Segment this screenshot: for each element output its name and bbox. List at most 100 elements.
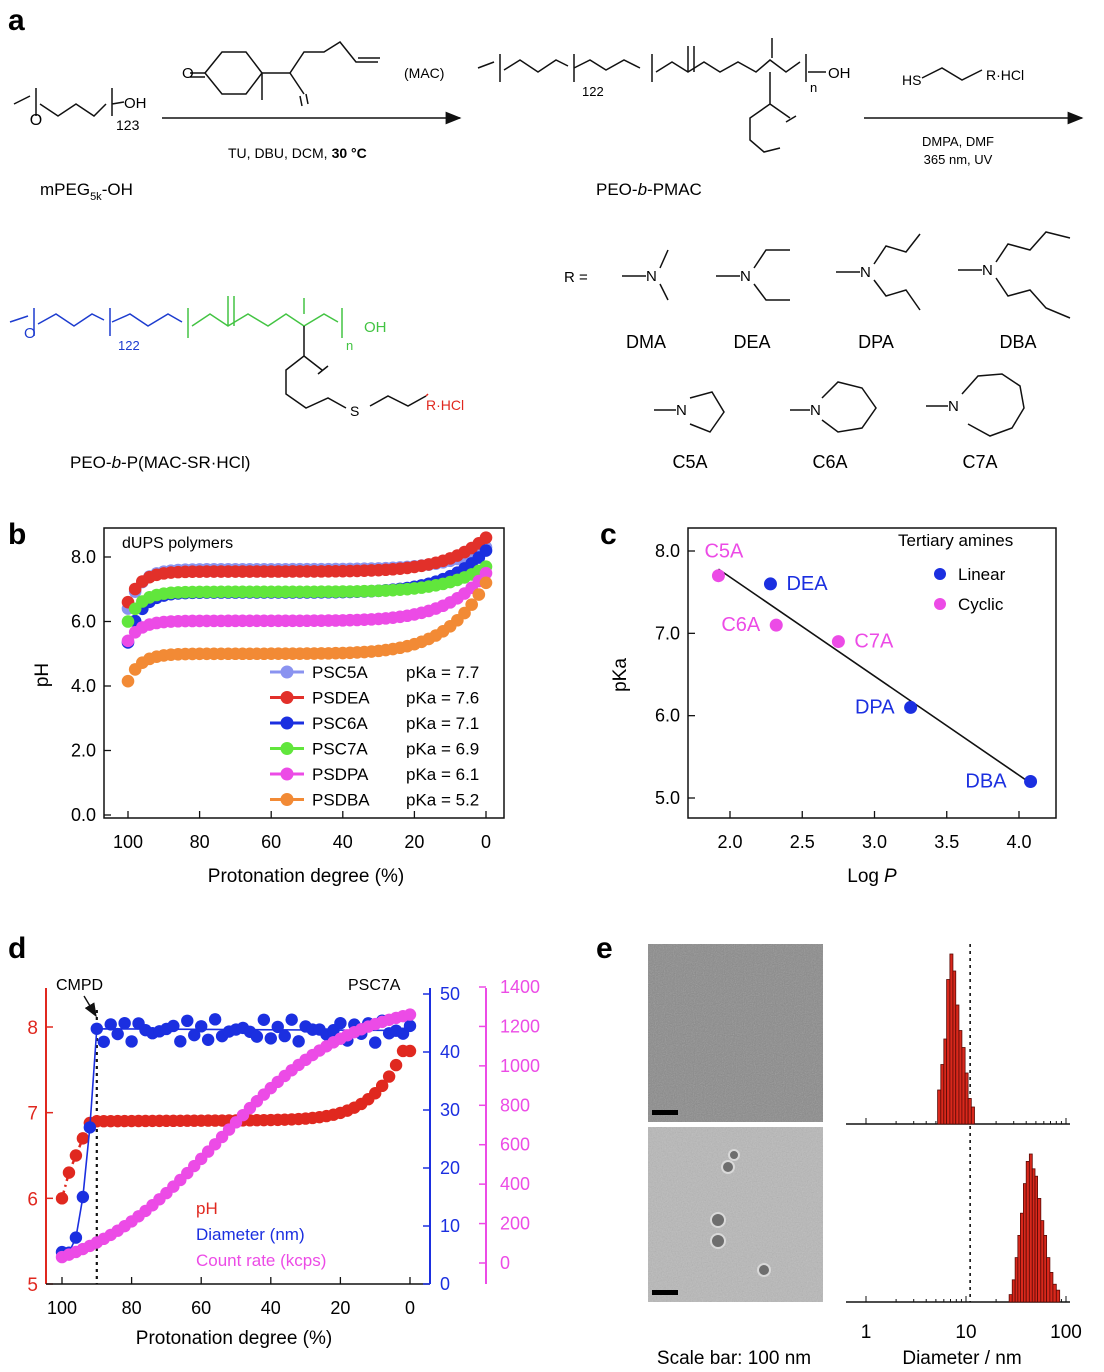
thiol-hs: HS [902, 72, 921, 88]
legend-name-psdba: PSDBA [312, 791, 370, 810]
panel-c-chart: c 2.0 2.5 3.0 3.5 4.05.06.07.08.0 C5ADEAC6AC… [600, 518, 1057, 887]
ph-point [382, 1070, 396, 1083]
point-c5a [711, 569, 725, 583]
mpeg-subscript: 123 [116, 117, 140, 133]
atom-n: N [948, 398, 959, 415]
data-point-psdba [472, 588, 486, 601]
atom-n: N [740, 268, 751, 285]
peo-pmac-structure [477, 38, 826, 153]
histogram-bar [943, 1038, 948, 1125]
panel-b-title: dUPS polymers [122, 535, 233, 552]
ph-tick-label: 8 [27, 1018, 38, 1039]
panel-b-ylabel: pH [32, 663, 53, 687]
diameter-tick-label: 20 [440, 1158, 460, 1178]
legend-pka-psdea: pKa = 7.6 [406, 689, 479, 708]
peo-subscript-2: 122 [118, 338, 140, 353]
x-tick-label: 20 [330, 1298, 350, 1318]
legend-pka-psdba: pKa = 5.2 [406, 791, 479, 810]
legend-pka-psc7a: pKa = 6.9 [406, 740, 479, 759]
ph-point [62, 1166, 76, 1179]
panel-c-points: C5A DEA C6A C7A DPA DBA [704, 541, 1038, 793]
legend-marker-psc7a [280, 742, 294, 755]
panel-c-axes: 2.0 2.5 3.0 3.5 4.0 5.0 6.0 7.0 8.0 [655, 541, 1032, 852]
atom-n: N [810, 402, 821, 419]
point-dba [1024, 775, 1038, 789]
tem-image-top [648, 944, 823, 1122]
oh-green: OH [364, 319, 387, 336]
y-tick-label: 2.0 [71, 741, 96, 761]
point-label-c7a: C7A [854, 631, 894, 653]
amine-labels: DMA DEA DPA DBA C5A C6A C7A [626, 332, 1037, 472]
legend-diameter: Diameter (nm) [196, 1225, 305, 1244]
diameter-point [250, 1030, 264, 1043]
legend-name-psc7a: PSC7A [312, 740, 368, 759]
amine-n-atoms: N N N N N N N [646, 262, 993, 419]
cmpd-label: CMPD [56, 977, 103, 994]
histogram-bar [1046, 1257, 1051, 1303]
diameter-line [61, 1027, 411, 1254]
legend-cyclic-label: Cyclic [958, 595, 1004, 614]
diameter-point [90, 1022, 104, 1035]
histogram-bar [940, 1064, 945, 1125]
panel-c-frame [687, 527, 1057, 819]
atom-n: N [676, 402, 687, 419]
diameter-point [167, 1019, 180, 1033]
diameter-point [104, 1018, 117, 1031]
histogram-bar [1020, 1212, 1024, 1303]
amine-label-c6a: C6A [812, 452, 847, 472]
atom-o: O [30, 112, 42, 129]
diameter-point [174, 1035, 187, 1048]
ph-tick-label: 7 [27, 1104, 38, 1125]
step1-conditions: TU, DBU, DCM, 30 °C [228, 145, 367, 161]
diameter-tick-label: 0 [440, 1274, 450, 1294]
ph-tick-label: 6 [27, 1189, 38, 1210]
diameter-point [97, 1035, 110, 1048]
histogram-bar [1031, 1168, 1036, 1303]
data-point-psdba [465, 598, 478, 611]
histogram-bar [1023, 1183, 1027, 1303]
histogram-bar [1037, 1198, 1042, 1303]
mac-structure [190, 41, 380, 107]
ph-point [76, 1132, 90, 1145]
legend-pka-psdpa: pKa = 6.1 [406, 765, 479, 784]
histogram-bar [1028, 1153, 1033, 1303]
diameter-point [257, 1013, 271, 1026]
panel-a-scheme: a O 123 OH mPEG5k-OH O (MAC) TU, DBU, DC… [8, 4, 1084, 472]
ph-tick-label: 5 [27, 1275, 38, 1296]
histogram-bar [958, 1030, 963, 1125]
product2-name: PEO-b-P(MAC-SR·HCl) [70, 453, 250, 472]
point-label-c6a: C6A [721, 614, 761, 636]
panel-b-chart: b dUPS polymers 100 80 60 40 20 0 0.0 2.0 4.0 6.0… [8, 518, 505, 887]
legend-pka-psc5a: pKa = 7.7 [406, 663, 479, 682]
diameter-point [195, 1020, 208, 1033]
diameter-point [83, 1121, 97, 1134]
thiol-r: R·HCl [986, 67, 1024, 83]
atom-o: O [182, 65, 194, 82]
atom-n: N [982, 262, 993, 279]
point-dpa [904, 700, 918, 714]
x-tick-label: 2.5 [790, 832, 815, 852]
histogram-bar [949, 953, 954, 1125]
cmpd-arrow [83, 995, 97, 1018]
micelle-particles [710, 1149, 771, 1277]
diameter-point [264, 1032, 277, 1045]
scale-bar-top [652, 1110, 678, 1115]
diameter-point [334, 1016, 347, 1030]
scale-bar-bottom [652, 1290, 678, 1295]
x-tick-label: 60 [261, 832, 281, 852]
x-tick-label: 2.0 [717, 832, 742, 852]
panel-e-histograms: 1 10 100 [846, 944, 1082, 1343]
histogram-bar [1049, 1272, 1054, 1303]
n-subscript: n [810, 80, 817, 95]
scale-bar-caption: Scale bar: 100 nm [657, 1348, 811, 1369]
ph-point [69, 1149, 83, 1162]
histogram-bar [1043, 1235, 1048, 1303]
n-subscript-2: n [346, 338, 353, 353]
r-hcl-red: R·HCl [426, 397, 464, 413]
count-tick-label: 0 [500, 1253, 510, 1273]
histogram-x-tick-label: 100 [1050, 1322, 1082, 1343]
panel-c-label: c [600, 518, 617, 551]
legend-cyclic-marker [934, 598, 946, 610]
mpeg-oh: OH [124, 95, 147, 112]
